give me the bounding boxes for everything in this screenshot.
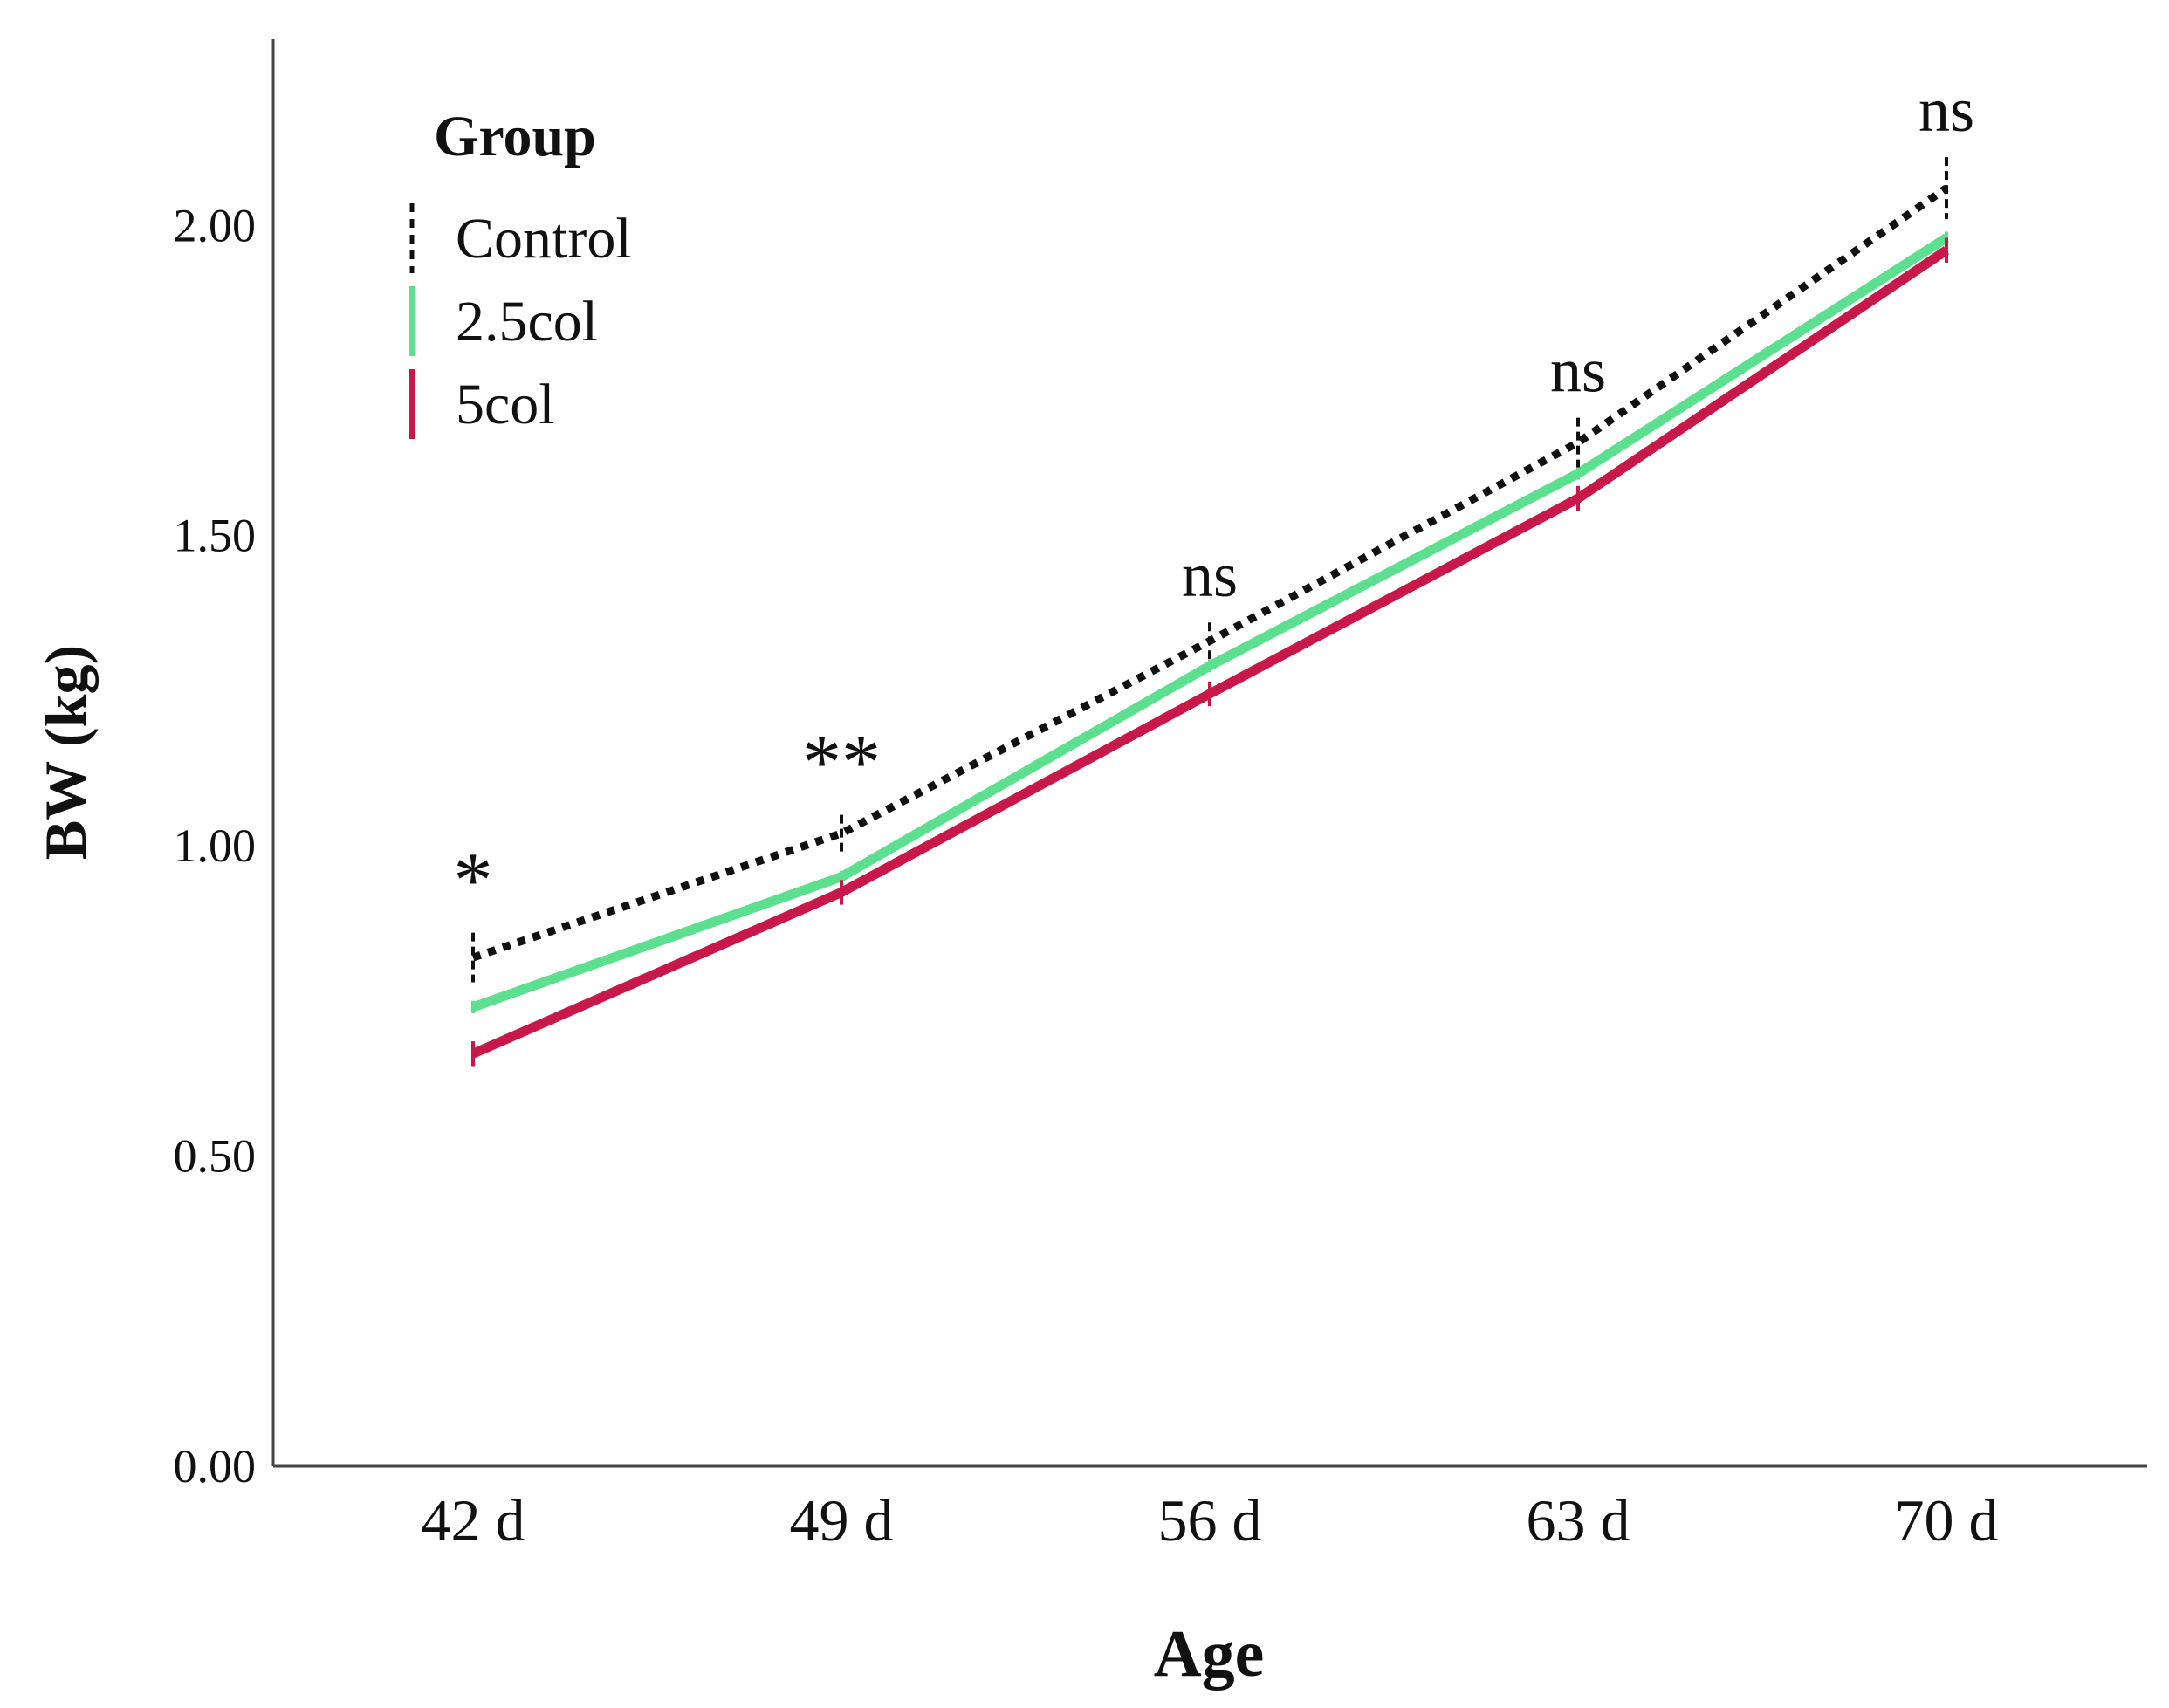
y-tick-label: 0.00: [174, 1440, 257, 1492]
legend-label: 2.5col: [456, 290, 598, 353]
y-tick-label: 1.00: [174, 820, 257, 872]
legend-label: Control: [456, 207, 632, 271]
y-tick-label: 2.00: [174, 199, 257, 251]
significance-label: ns: [1550, 336, 1606, 406]
significance-label: *: [454, 838, 493, 924]
significance-label: **: [802, 720, 881, 806]
legend-title: Group: [434, 105, 596, 168]
x-tick-label: 70 d: [1895, 1487, 1999, 1554]
x-tick-label: 56 d: [1158, 1487, 1262, 1554]
significance-label: ns: [1918, 75, 1974, 145]
x-tick-label: 42 d: [422, 1487, 525, 1554]
x-tick-label: 63 d: [1527, 1487, 1630, 1554]
plot-area: 0.00 0.50 1.00 1.50 2.00 42 d 49 d 56 d 63 d 70 d…: [32, 39, 2147, 1691]
legend-label: 5col: [456, 373, 555, 436]
y-axis-title: BW (kg): [32, 645, 99, 860]
y-tick-label: 0.50: [174, 1130, 257, 1183]
significance-label: ns: [1182, 540, 1238, 610]
x-tick-label: 49 d: [790, 1487, 894, 1554]
y-tick-label: 1.50: [174, 510, 257, 562]
x-axis-title: Age: [1154, 1617, 1265, 1691]
